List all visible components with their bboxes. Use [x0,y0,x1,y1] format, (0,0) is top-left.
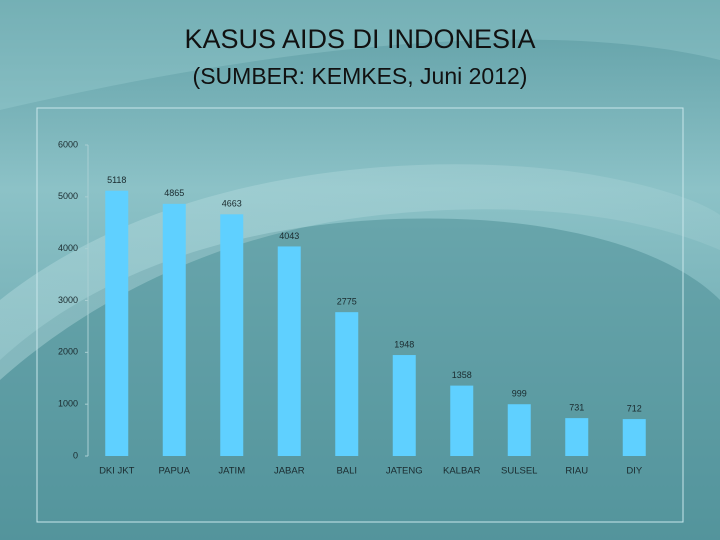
value-label: 999 [512,389,527,399]
x-tick-label: BALI [336,466,357,477]
value-label: 2775 [337,297,357,307]
y-tick-label: 2000 [58,347,78,357]
bar [105,190,129,457]
value-label: 4865 [164,188,184,198]
bar [220,214,244,456]
bar [392,355,416,456]
bar [565,418,589,456]
x-tick-label: DIY [626,466,643,477]
x-tick-label: JATIM [218,466,245,477]
chart-frame [36,107,684,523]
chart-title: KASUS AIDS DI INDONESIA [184,24,535,54]
y-tick-label: 3000 [58,295,78,305]
y-tick-label: 0 [73,450,78,460]
value-label: 4663 [222,199,242,209]
value-label: 1948 [394,339,414,349]
bar [162,203,186,456]
chart-subtitle: (SUMBER: KEMKES, Juni 2012) [193,63,528,89]
bar [450,385,474,456]
y-tick-label: 1000 [58,399,78,409]
x-tick-label: KALBAR [443,466,481,477]
y-tick-label: 4000 [58,243,78,253]
x-tick-label: JABAR [274,466,305,477]
bar [277,246,301,456]
bar [622,419,646,456]
y-tick-label: 6000 [58,139,78,149]
x-tick-label: RIAU [565,466,588,477]
x-tick-label: SULSEL [501,466,537,477]
x-tick-label: PAPUA [158,466,190,477]
y-tick-label: 5000 [58,191,78,201]
value-label: 712 [627,403,642,413]
value-label: 5118 [107,175,126,185]
value-label: 4043 [279,231,299,241]
value-label: 1358 [452,370,472,380]
bar [335,312,359,456]
x-tick-label: DKI JKT [99,466,135,477]
background-swirl [0,0,720,110]
x-tick-label: JATENG [386,466,423,477]
bar [507,404,531,456]
value-label: 731 [569,402,584,412]
